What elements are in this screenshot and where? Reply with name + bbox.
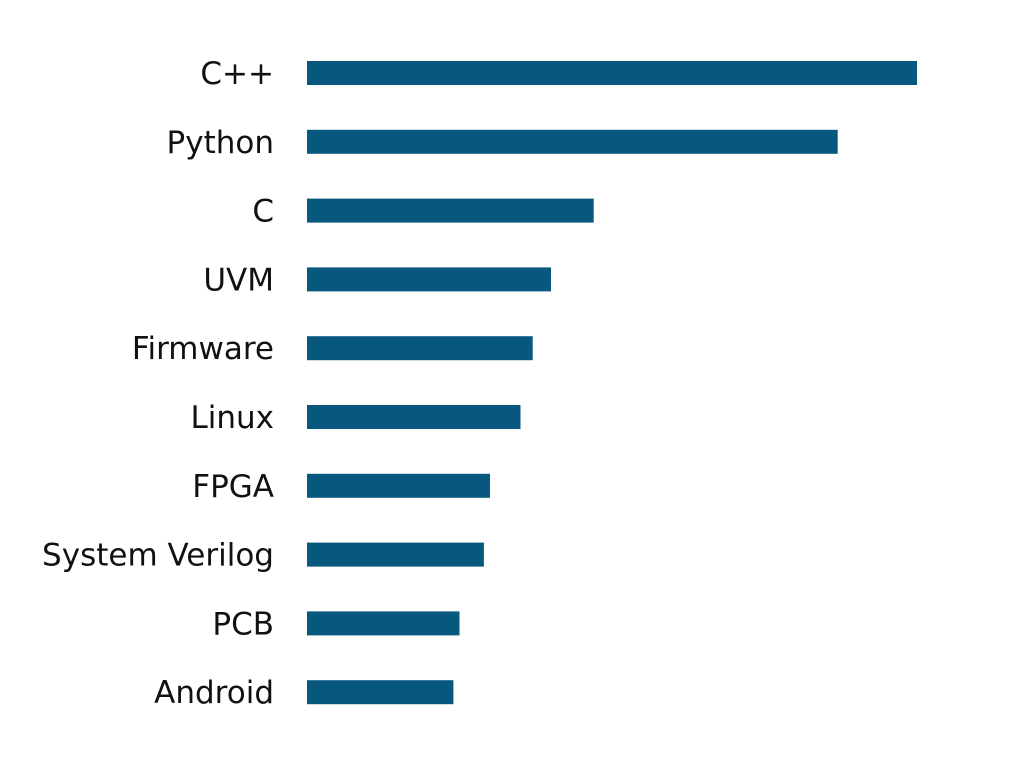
- bar: [307, 198, 594, 223]
- bar: [307, 542, 484, 567]
- bar: [307, 473, 490, 498]
- category-label: FPGA: [192, 469, 274, 505]
- bar: [307, 680, 454, 705]
- category-label: UVM: [203, 262, 274, 298]
- category-label: Firmware: [132, 331, 274, 367]
- category-label: C: [252, 194, 274, 230]
- category-labels-group: C++ Python C UVM Firmware Linux FPGA System Ver…: [42, 56, 274, 711]
- bar: [307, 129, 838, 154]
- category-label: C++: [200, 56, 274, 92]
- category-label: Android: [154, 675, 274, 711]
- category-label: Linux: [190, 400, 274, 436]
- bar: [307, 61, 917, 85]
- category-label: Python: [167, 125, 274, 161]
- bars-group: [307, 61, 917, 705]
- bar: [307, 611, 460, 636]
- bar: [307, 405, 521, 429]
- category-label: PCB: [212, 606, 274, 642]
- category-label: System Verilog: [42, 538, 274, 574]
- bar: [307, 267, 551, 292]
- bar: [307, 336, 533, 361]
